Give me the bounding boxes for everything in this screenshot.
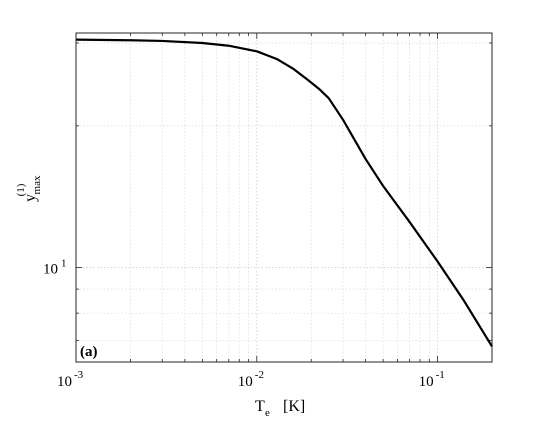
series bbox=[75, 38, 493, 347]
svg-text:-2: -2 bbox=[255, 369, 264, 381]
x-axis-label: T e [K] bbox=[255, 398, 305, 419]
x-tick-label: 10 -1 bbox=[419, 369, 445, 390]
svg-text:10: 10 bbox=[238, 374, 253, 390]
svg-text:e: e bbox=[265, 407, 270, 419]
x-tick-label: 10 -2 bbox=[238, 369, 264, 390]
svg-text:-3: -3 bbox=[74, 369, 84, 381]
axes-box bbox=[75, 32, 493, 363]
panel-label: (a) bbox=[80, 344, 98, 360]
svg-text:[K]: [K] bbox=[283, 398, 305, 415]
svg-text:-1: -1 bbox=[436, 369, 445, 381]
svg-text:(1): (1) bbox=[15, 183, 27, 196]
y-tick-labels: 10 1 bbox=[43, 258, 67, 278]
svg-text:10: 10 bbox=[419, 374, 434, 390]
x-tick-label: 10 -3 bbox=[57, 369, 84, 390]
svg-text:y: y bbox=[22, 194, 39, 202]
series-line bbox=[75, 38, 493, 347]
svg-text:10: 10 bbox=[43, 262, 58, 278]
grid bbox=[75, 33, 493, 362]
y-tick-label: 10 1 bbox=[43, 258, 67, 278]
svg-text:1: 1 bbox=[61, 258, 67, 270]
svg-text:T: T bbox=[255, 398, 265, 415]
x-tick-labels: 10 -3 10 -2 10 -1 bbox=[57, 369, 445, 390]
y-axis-label: y max (1) bbox=[15, 175, 43, 202]
svg-text:10: 10 bbox=[57, 374, 72, 390]
svg-text:max: max bbox=[31, 175, 43, 194]
